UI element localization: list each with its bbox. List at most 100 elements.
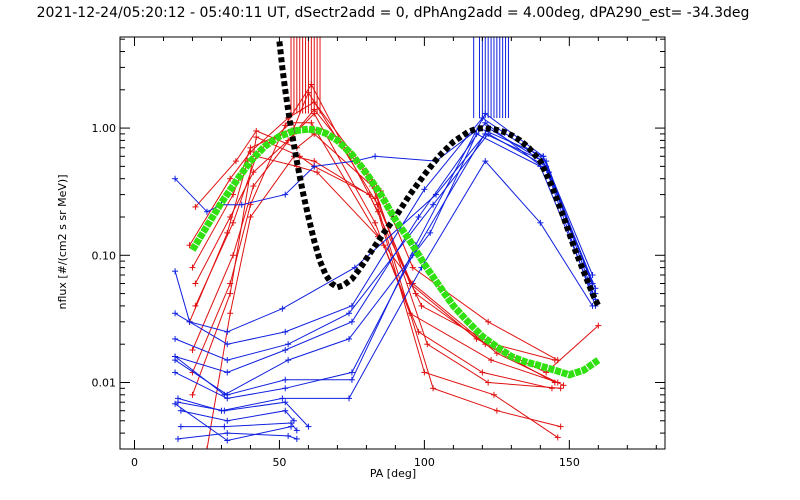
- red-trace-line: [192, 136, 555, 395]
- red-trace-point: [247, 144, 254, 151]
- blue-trace-point: [351, 264, 358, 271]
- red-trace-point: [490, 391, 497, 398]
- blue-trace-point: [282, 191, 289, 198]
- x-tick-label: 100: [414, 456, 435, 469]
- blue-trace-point: [482, 158, 489, 165]
- red-trace-point: [372, 219, 379, 226]
- x-axis-label: PA [deg]: [370, 467, 416, 480]
- red-trace-point: [493, 350, 500, 357]
- blue-trace-point: [372, 153, 379, 160]
- green-fit-curve: [189, 125, 601, 379]
- blue-trace-point: [285, 432, 292, 439]
- blue-trace-point: [485, 130, 492, 137]
- blue-trace-point: [311, 163, 318, 170]
- blue-trace-point: [482, 110, 489, 117]
- blue-trace-point: [282, 328, 289, 335]
- y-tick-label: 0.10: [92, 249, 117, 262]
- red-trace-point: [230, 219, 237, 226]
- red-trace-point: [479, 369, 486, 376]
- blue-trace-point: [224, 369, 231, 376]
- blue-trace-point: [430, 201, 437, 208]
- blue-trace-point: [224, 357, 231, 364]
- blue-trace-point: [177, 423, 184, 430]
- blue-trace-point: [172, 268, 179, 275]
- blue-trace-point: [221, 423, 228, 430]
- red-trace-point: [366, 191, 373, 198]
- red-trace-point: [192, 280, 199, 287]
- blue-trace-line: [177, 160, 593, 412]
- red-trace-point: [308, 81, 315, 88]
- blue-trace-point: [346, 335, 353, 342]
- blue-trace-point: [305, 423, 312, 430]
- blue-trace-point: [293, 427, 300, 434]
- red-trace-point: [227, 175, 234, 182]
- blue-trace-point: [282, 385, 289, 392]
- blue-trace-point: [427, 229, 434, 236]
- red-trace-point: [418, 302, 425, 309]
- red-trace-point: [192, 203, 199, 210]
- blue-trace-point: [589, 280, 596, 287]
- red-trace-point: [488, 357, 495, 364]
- red-trace-point: [311, 106, 318, 113]
- blue-trace-point: [177, 407, 184, 414]
- red-trace-line: [189, 101, 558, 361]
- red-trace-point: [189, 264, 196, 271]
- y-tick-label: 1.00: [92, 122, 117, 135]
- chart-title: 2021-12-24/05:20:12 - 05:40:11 UT, dSect…: [37, 5, 750, 21]
- red-trace-point: [192, 302, 199, 309]
- blue-trace-point: [224, 430, 231, 437]
- blue-trace-line: [177, 401, 309, 427]
- red-trace-point: [421, 369, 428, 376]
- y-axis-label: nflux [#/(cm2 s sr MeV)]: [56, 175, 69, 310]
- x-tick-label: 50: [272, 456, 286, 469]
- blue-trace-point: [285, 357, 292, 364]
- blue-trace-point: [279, 395, 286, 402]
- red-trace-point: [253, 127, 260, 134]
- red-trace-point: [415, 328, 422, 335]
- red-trace-line: [192, 91, 556, 383]
- blue-trace-point: [172, 335, 179, 342]
- red-trace-point: [551, 357, 558, 364]
- blue-trace-line: [180, 410, 295, 422]
- blue-trace-point: [348, 318, 355, 325]
- red-trace-point: [232, 158, 239, 165]
- red-trace-point: [227, 310, 234, 317]
- red-trace-point: [595, 322, 602, 329]
- blue-trace-point: [172, 369, 179, 376]
- blue-trace-point: [224, 437, 231, 444]
- red-trace-point: [253, 134, 260, 141]
- blue-trace-point: [282, 347, 289, 354]
- blue-trace-point: [346, 310, 353, 317]
- x-tick-label: 0: [131, 456, 138, 469]
- blue-trace-point: [224, 341, 231, 348]
- blue-trace-point: [589, 302, 596, 309]
- red-trace-point: [557, 423, 564, 430]
- red-trace-point: [424, 341, 431, 348]
- y-tick-label: 0.01: [92, 376, 117, 389]
- red-trace-point: [203, 446, 210, 449]
- blue-trace-line: [174, 133, 593, 396]
- red-trace-point: [430, 385, 437, 392]
- red-trace-point: [485, 379, 492, 386]
- red-trace-point: [485, 318, 492, 325]
- blue-trace-point: [172, 175, 179, 182]
- red-trace-point: [227, 290, 234, 297]
- blue-trace-point: [224, 328, 231, 335]
- blue-trace-point: [415, 213, 422, 220]
- blue-trace-point: [203, 208, 210, 215]
- red-trace-point: [250, 169, 257, 176]
- red-trace-point: [314, 169, 321, 176]
- blue-trace-point: [288, 423, 295, 430]
- blue-trace-point: [282, 407, 289, 414]
- blue-trace-point: [238, 201, 245, 208]
- red-trace-point: [189, 347, 196, 354]
- red-trace-point: [308, 119, 315, 126]
- blue-trace-point: [537, 219, 544, 226]
- red-trace-point: [230, 252, 237, 259]
- red-trace-point: [560, 382, 567, 389]
- blue-trace-point: [285, 341, 292, 348]
- red-trace-point: [282, 122, 289, 129]
- red-trace-point: [409, 264, 416, 271]
- red-trace-point: [557, 385, 564, 392]
